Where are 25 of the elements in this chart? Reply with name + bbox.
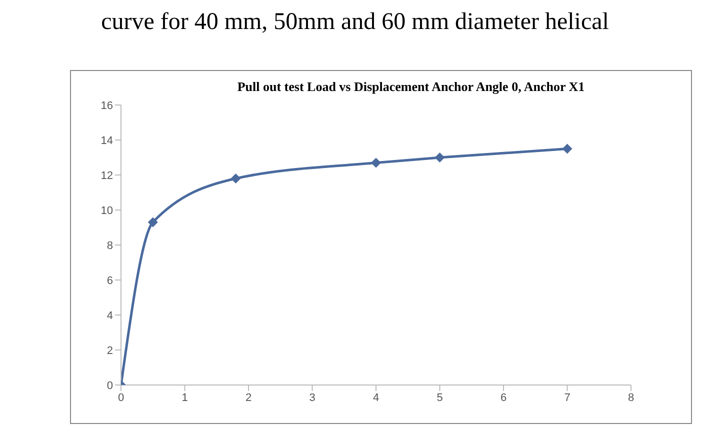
x-tick-label: 3 <box>309 392 316 404</box>
y-tick-label: 12 <box>100 170 113 182</box>
point <box>562 144 572 154</box>
x-tick-label: 1 <box>182 392 188 404</box>
x-tick-label: 2 <box>245 392 252 404</box>
y-tick-label: 8 <box>106 240 113 252</box>
x-tick-label: 8 <box>628 392 634 404</box>
x-tick-label: 6 <box>500 392 507 404</box>
x-tick-label: 0 <box>118 392 124 404</box>
y-tick-label: 16 <box>100 100 113 112</box>
text: curve for 40 mm, 50mm and 60 mm diameter helical <box>100 8 610 36</box>
y-tick-label: 0 <box>106 380 113 392</box>
point <box>371 158 381 168</box>
point <box>148 217 158 228</box>
chart-title: Pull out test Load vs Displacement Anchor Angle 0, Anchor X1 <box>236 79 586 95</box>
y-tick-label: 14 <box>100 134 113 147</box>
x-tick-label: 5 <box>436 392 443 404</box>
x-tick-label: 4 <box>372 392 380 404</box>
x-tick-label: 7 <box>564 392 570 404</box>
point <box>434 152 445 162</box>
point <box>230 174 241 184</box>
y-tick-label: 4 <box>106 310 113 322</box>
y-tick-label: 2 <box>106 344 113 357</box>
y-tick-label: 10 <box>100 204 113 217</box>
y-tick-label: 6 <box>106 274 113 287</box>
